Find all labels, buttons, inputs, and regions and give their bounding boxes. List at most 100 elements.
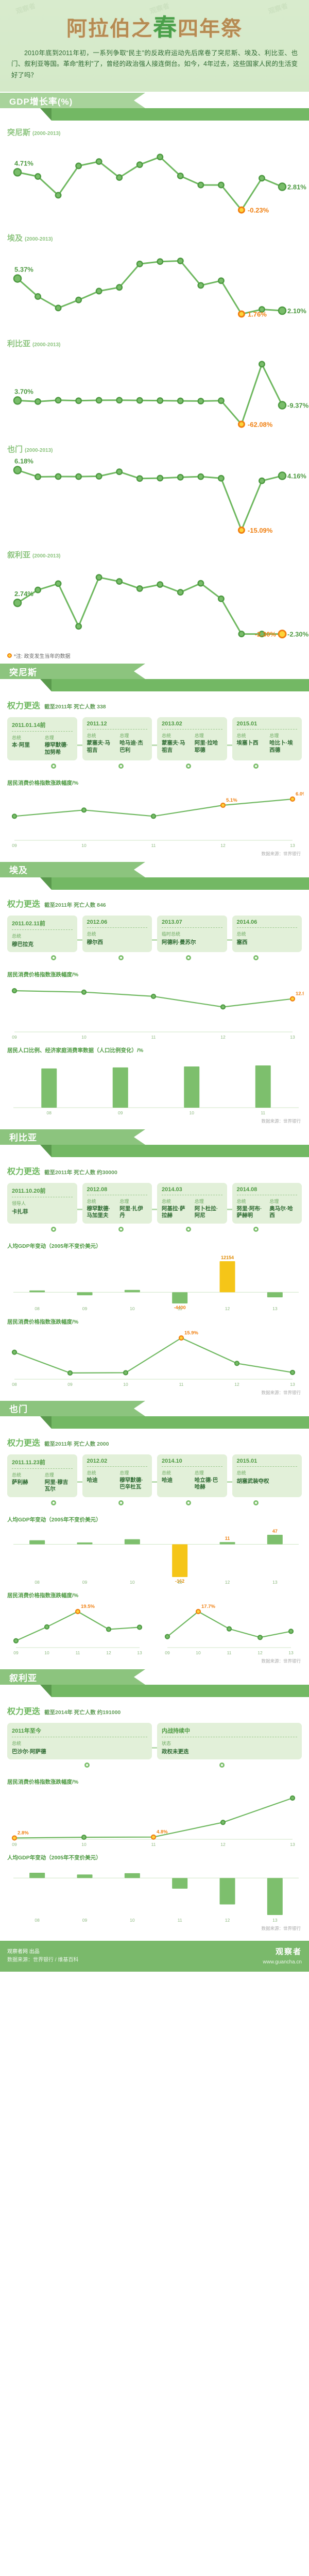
timeline-card[interactable]: 2015.01 总统 埃塞卜西 总理 哈比卜·埃西德 bbox=[232, 717, 302, 760]
country-banner: 埃及 bbox=[0, 861, 309, 890]
timeline-date: 2015.01 bbox=[236, 721, 297, 730]
gdp-country-name: 利比亚 bbox=[7, 340, 31, 349]
svg-text:11: 11 bbox=[178, 1306, 182, 1311]
cpi-chart-right: 09 17.7% 10 11 12 13 bbox=[157, 1600, 304, 1657]
gdp-chart-4: 叙利亚 (2000-2013) 2.74% -2.30% -2.30% bbox=[0, 543, 309, 649]
power-heading-sub: 截至2011年 死亡人数 846 bbox=[44, 902, 106, 908]
power-name: 穆罕默德·加努希 bbox=[44, 742, 68, 755]
gdp-per-capita-chart: 08 09 10 -4400 11 12154 12 13 bbox=[0, 1251, 309, 1313]
gdp-chart-header: 突尼斯 (2000-2013) bbox=[0, 124, 309, 138]
svg-text:13: 13 bbox=[272, 1306, 278, 1311]
timeline-card[interactable]: 2013.02 总统 蒙塞夫·马祖吉 总理 阿里·拉哈耶德 bbox=[157, 717, 227, 760]
svg-text:-2.30%: -2.30% bbox=[255, 631, 277, 638]
timeline-card[interactable]: 2015.01 总统 胡塞武装夺权 bbox=[232, 1454, 302, 1498]
svg-text:09: 09 bbox=[12, 1842, 17, 1847]
timeline-card[interactable]: 2013.07 临时总统 阿德利·曼苏尔 bbox=[157, 915, 227, 952]
title-accent: 春 bbox=[153, 14, 178, 41]
power-name: 政权未更迭 bbox=[162, 1749, 189, 1755]
power-heading-title: 权力更迭 bbox=[7, 900, 41, 909]
power-name: 卡扎菲 bbox=[12, 1208, 28, 1215]
svg-text:08: 08 bbox=[35, 1306, 40, 1311]
gdp-year-range: (2000-2013) bbox=[32, 131, 61, 137]
svg-text:2.8%: 2.8% bbox=[18, 1831, 29, 1836]
svg-text:10: 10 bbox=[123, 1382, 128, 1387]
gdp-year-range: (2000-2013) bbox=[25, 448, 53, 454]
svg-text:08: 08 bbox=[35, 1580, 40, 1585]
timeline-date: 2013.07 bbox=[162, 919, 222, 928]
banner-bar bbox=[52, 108, 309, 121]
hero-section: 观察者 观察者 观察者 阿拉伯之春四年祭 2010年底到2011年初，一系列争取… bbox=[0, 0, 309, 92]
timeline-date: 2011.10.20前 bbox=[12, 1187, 73, 1197]
timeline-card[interactable]: 2012.02 总统 哈迪 总理 穆罕默德·巴辛杜瓦 bbox=[82, 1454, 152, 1498]
gdp-year-range: (2000-2013) bbox=[25, 236, 53, 243]
power-role: 总统 bbox=[87, 1470, 96, 1476]
power-heading: 权力更迭 截至2011年 死亡人数 338 bbox=[0, 691, 309, 715]
banner-bar bbox=[52, 1685, 309, 1698]
timeline-dot-icon bbox=[118, 955, 124, 960]
cpi-chart: 09 10 11 12 12.98% 13 bbox=[0, 979, 309, 1041]
svg-text:11: 11 bbox=[151, 1035, 156, 1040]
svg-text:09: 09 bbox=[118, 1110, 123, 1115]
country-banner: 也门 bbox=[0, 1400, 309, 1429]
gdp-chart-header: 埃及 (2000-2013) bbox=[0, 229, 309, 243]
svg-text:3.70%: 3.70% bbox=[14, 388, 33, 396]
svg-text:08: 08 bbox=[47, 1110, 52, 1115]
power-name: 哈比卜·埃西德 bbox=[269, 740, 293, 753]
timeline-card[interactable]: 2014.10 总统 哈迪 总理 哈立德·巴哈赫 bbox=[157, 1454, 227, 1498]
power-role: 总理 bbox=[119, 1198, 129, 1204]
svg-text:6.0%: 6.0% bbox=[296, 791, 304, 797]
timeline-card[interactable]: 2011.02.11前 总统 穆巴拉克 bbox=[7, 915, 77, 952]
timeline-axis bbox=[10, 939, 299, 941]
timeline-card[interactable]: 2014.06 总统 塞西 bbox=[232, 915, 302, 952]
svg-text:13: 13 bbox=[290, 1842, 295, 1847]
power-name: 哈迪 bbox=[162, 1477, 173, 1483]
svg-text:-15.09%: -15.09% bbox=[248, 527, 273, 534]
timeline-date: 2011年至今 bbox=[12, 1726, 147, 1738]
country-banner: 突尼斯 bbox=[0, 664, 309, 692]
timeline-card[interactable]: 2012.06 总统 穆尔西 bbox=[82, 915, 152, 952]
timeline-dot-icon bbox=[219, 1762, 225, 1768]
timeline-date: 内战持续中 bbox=[162, 1726, 297, 1738]
timeline-card[interactable]: 2011年至今 总统 巴沙尔·阿萨德 bbox=[7, 1723, 152, 1760]
gdp-country-name: 叙利亚 bbox=[7, 551, 31, 560]
power-role: 总理 bbox=[119, 733, 129, 739]
banner-bar bbox=[52, 1416, 309, 1429]
power-person: 总统 萨利赫 bbox=[12, 1471, 40, 1493]
timeline-card[interactable]: 2014.03 总统 阿基拉·萨拉赫 总理 阿卜杜拉·阿尼 bbox=[157, 1182, 227, 1224]
timeline-card[interactable]: 2011.11.23前 总统 萨利赫 总理 阿里·穆吉瓦尔 bbox=[7, 1454, 77, 1498]
power-person: 总理 哈立德·巴哈赫 bbox=[195, 1469, 222, 1491]
power-name: 穆罕默德·巴辛杜瓦 bbox=[119, 1477, 143, 1490]
svg-text:12: 12 bbox=[258, 1650, 263, 1655]
gdp-country-name: 也门 bbox=[7, 445, 23, 454]
cpi-heading: 居民消费价格指数涨跌幅度/% bbox=[7, 1318, 79, 1325]
timeline-card[interactable]: 2011.10.20前 领导人 卡扎菲 bbox=[7, 1182, 77, 1224]
chart-source: 数据来源：世界银行 bbox=[261, 1118, 301, 1124]
timeline-card[interactable]: 2012.08 总统 穆罕默德·马加里夫 总理 阿里·扎伊丹 bbox=[82, 1182, 152, 1224]
timeline-card[interactable]: 2014.08 总统 努里·阿布·萨赫明 总理 奥马尔·哈西 bbox=[232, 1182, 302, 1224]
power-role: 状态 bbox=[162, 1741, 171, 1747]
svg-text:10: 10 bbox=[130, 1306, 135, 1311]
country-banner-label: 利比亚 bbox=[0, 1129, 145, 1145]
timeline-dot-icon bbox=[253, 955, 259, 960]
power-heading: 权力更迭 截至2011年 死亡人数 846 bbox=[0, 890, 309, 913]
power-role: 总理 bbox=[194, 1198, 204, 1204]
svg-text:15.9%: 15.9% bbox=[184, 1330, 198, 1336]
timeline-card[interactable]: 2011.01.14前 总统 本·阿里 总理 穆罕默德·加努希 bbox=[7, 717, 77, 760]
power-person: 总理 阿卜杜拉·阿尼 bbox=[195, 1198, 222, 1219]
svg-text:-2.30%: -2.30% bbox=[287, 631, 309, 638]
timeline-date: 2011.12 bbox=[87, 721, 147, 730]
gdp-banner-label: GDP增长率(%) bbox=[0, 93, 145, 109]
banner-notch bbox=[40, 1144, 52, 1157]
svg-text:10: 10 bbox=[130, 1580, 135, 1585]
timeline-card[interactable]: 2011.12 总统 蒙塞夫·马祖吉 总理 哈马迪·杰巴利 bbox=[82, 717, 152, 760]
timeline-card[interactable]: 内战持续中状态政权未更迭 bbox=[157, 1723, 302, 1760]
banner-bar bbox=[52, 679, 309, 692]
power-heading-sub: 截至2011年 死亡人数 2000 bbox=[44, 1440, 109, 1447]
banner-notch bbox=[40, 108, 52, 121]
power-person: 总统 哈迪 bbox=[162, 1469, 190, 1491]
country-section-叙利亚: 叙利亚 权力更迭 截至2014年 死亡人数 约191000 2011年至今 总统 巴沙尔·… bbox=[0, 1669, 309, 1936]
svg-text:12: 12 bbox=[220, 1035, 226, 1040]
infographic-page: 观察者 观察者 观察者 阿拉伯之春四年祭 2010年底到2011年初，一系列争取… bbox=[0, 0, 309, 1972]
svg-text:09: 09 bbox=[82, 1918, 88, 1923]
svg-text:11: 11 bbox=[178, 1918, 182, 1923]
